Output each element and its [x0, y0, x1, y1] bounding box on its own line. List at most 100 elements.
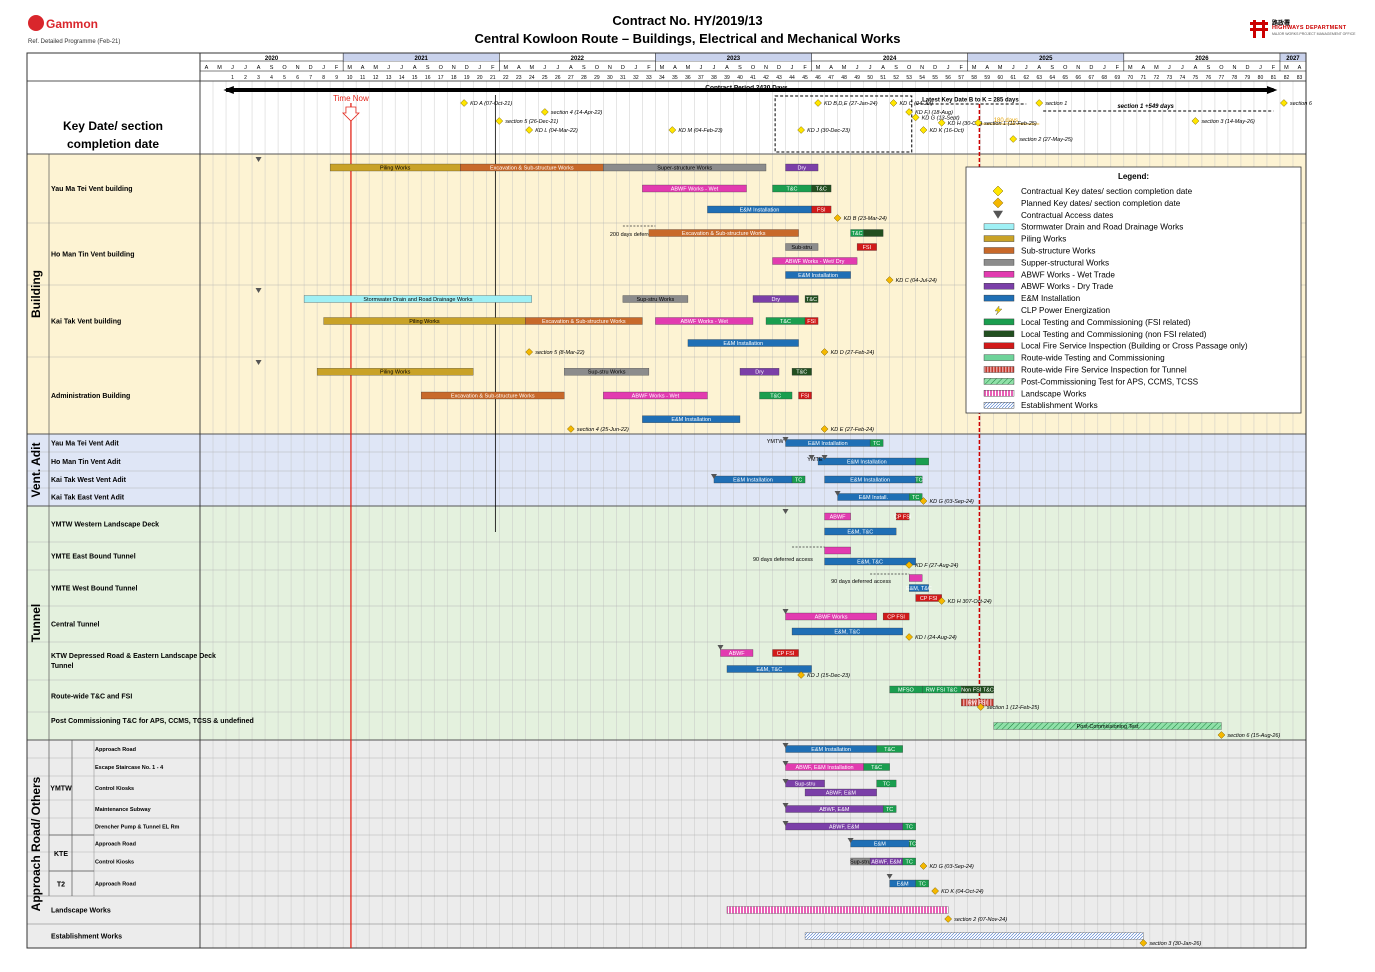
month-letter: J	[1012, 65, 1015, 71]
access-date-icon	[886, 874, 893, 879]
gantt-bar-label: MFSO	[898, 687, 915, 693]
gantt-bar-tcnon	[961, 685, 994, 694]
gantt-bar-wet	[908, 574, 923, 582]
gantt-bar-label: ABWF Works - Wet	[671, 186, 719, 192]
milestone-diamond-icon	[495, 117, 504, 125]
month-number: 16	[425, 75, 431, 81]
milestone-diamond-icon	[566, 425, 575, 433]
month-number: 60	[997, 75, 1003, 81]
gantt-bar-label: Piling Works	[380, 370, 411, 376]
month-number: 69	[1115, 75, 1121, 81]
contract-number: Contract No. HY/2019/13	[612, 13, 763, 28]
month-letter: D	[621, 65, 625, 71]
milestone-label: section 6 (15-Aug-26)	[1227, 733, 1280, 739]
month-number: 25	[542, 75, 548, 81]
gantt-bar-fsi	[798, 391, 812, 400]
row-label: Kai Tak East Vent Adit	[51, 495, 125, 502]
milestone-label: section 2 (07-Nov-24)	[954, 917, 1007, 923]
month-number: 40	[737, 75, 743, 81]
arrow-head-icon	[223, 86, 234, 94]
gantt-bar-label: T&C	[787, 186, 798, 192]
month-number: 83	[1297, 75, 1303, 81]
gantt-bar-label: RW FSI T&C	[926, 687, 958, 693]
milestone-label: KD L (04-Mar-22)	[535, 128, 578, 134]
month-number: 59	[984, 75, 990, 81]
milestone-label: KD M (04-Feb-23)	[678, 128, 722, 134]
month-number: 72	[1154, 75, 1160, 81]
gantt-bar-rwfsi	[961, 698, 994, 707]
month-letter: J	[700, 65, 703, 71]
gantt-bar-label: FSI	[807, 319, 816, 325]
legend-diamond-icon	[992, 185, 1004, 197]
month-number: 70	[1128, 75, 1134, 81]
access-date-icon	[782, 509, 789, 514]
milestone-label: KD C (04-Jul)	[900, 101, 933, 107]
month-number: 11	[360, 75, 365, 81]
month-letter: D	[309, 65, 313, 71]
lightning-icon	[994, 305, 1003, 316]
legend-swatch-rwfsi	[983, 366, 1015, 373]
gantt-bar-fsi	[895, 512, 910, 521]
month-number: 23	[516, 75, 522, 81]
month-number: 33	[646, 75, 652, 81]
gantt-bar-label: Excavation & Sub-structure Works	[542, 319, 626, 325]
month-letter: J	[1025, 65, 1028, 71]
gantt-bar-tcfsi	[902, 857, 916, 866]
gantt-bar-label: Dry	[755, 370, 764, 376]
year-label: 2020	[265, 56, 279, 62]
month-letter: N	[920, 65, 924, 71]
deferred-access-label: 90 days deferred access	[753, 557, 813, 563]
month-letter: J	[231, 65, 234, 71]
month-number: 27	[568, 75, 574, 81]
milestone-label: KD I (24-Aug-24)	[915, 635, 957, 641]
row-label: Route-wide T&C and FSI	[51, 694, 132, 701]
gantt-bar-label: ABWF Works - Wet	[680, 319, 728, 325]
month-letter: M	[686, 65, 691, 71]
month-number: 26	[555, 75, 561, 81]
legend-box	[965, 166, 1302, 414]
month-number: 29	[594, 75, 600, 81]
legend-swatch-dry	[983, 283, 1015, 290]
milestone-diamond-icon	[976, 703, 985, 711]
year-label: 2025	[1039, 56, 1053, 62]
month-letter: A	[413, 65, 417, 71]
gantt-bar-label: E&M	[897, 881, 909, 887]
milestone-diamond-icon	[540, 108, 549, 116]
gantt-bar-label: E&M Installation	[798, 273, 838, 279]
row-label: Kai Tak Vent building	[51, 319, 121, 326]
month-letter: M	[998, 65, 1003, 71]
milestone-diamond-icon	[833, 214, 842, 222]
month-letter: J	[478, 65, 481, 71]
milestone-label: KD C (04-Jul-24)	[896, 278, 937, 284]
month-letter: J	[543, 65, 546, 71]
month-number: 74	[1180, 75, 1186, 81]
year-label: 2022	[571, 56, 585, 62]
month-number: 39	[724, 75, 730, 81]
month-number: 66	[1076, 75, 1082, 81]
milestone-diamond-icon	[525, 348, 534, 356]
gantt-bar-fsi	[856, 243, 877, 251]
month-number: 79	[1245, 75, 1251, 81]
group-label: KTE	[54, 851, 68, 858]
month-number: 22	[503, 75, 509, 81]
contract-title: Central Kowloon Route – Buildings, Elect…	[474, 31, 901, 46]
year-label: 2021	[415, 56, 429, 62]
legend-item-label: E&M Installation	[1021, 294, 1081, 303]
gantt-bar-label: TC	[883, 781, 890, 787]
client-name: HIGHWAYS DEPARTMENT	[1272, 25, 1347, 31]
gantt-bar-dry	[739, 368, 780, 376]
month-letter: A	[1037, 65, 1041, 71]
month-number: 5	[283, 75, 286, 81]
month-number: 35	[672, 75, 678, 81]
legend-swatch-tcnon	[983, 330, 1015, 337]
section-band	[27, 434, 1306, 506]
milestone-diamond-icon	[797, 671, 805, 679]
milestone-label: KD K (16-Oct)	[929, 128, 964, 134]
days-180-annotation: 180 days	[994, 118, 1018, 124]
month-number: 55	[932, 75, 938, 81]
gantt-bar-super	[603, 163, 767, 172]
row-label: Central Tunnel	[51, 622, 100, 629]
gantt-bar-label: E&M, T&C	[756, 667, 782, 673]
milestone-label: section 3 (14-May-26)	[1201, 119, 1255, 125]
month-number: 50	[867, 75, 873, 81]
